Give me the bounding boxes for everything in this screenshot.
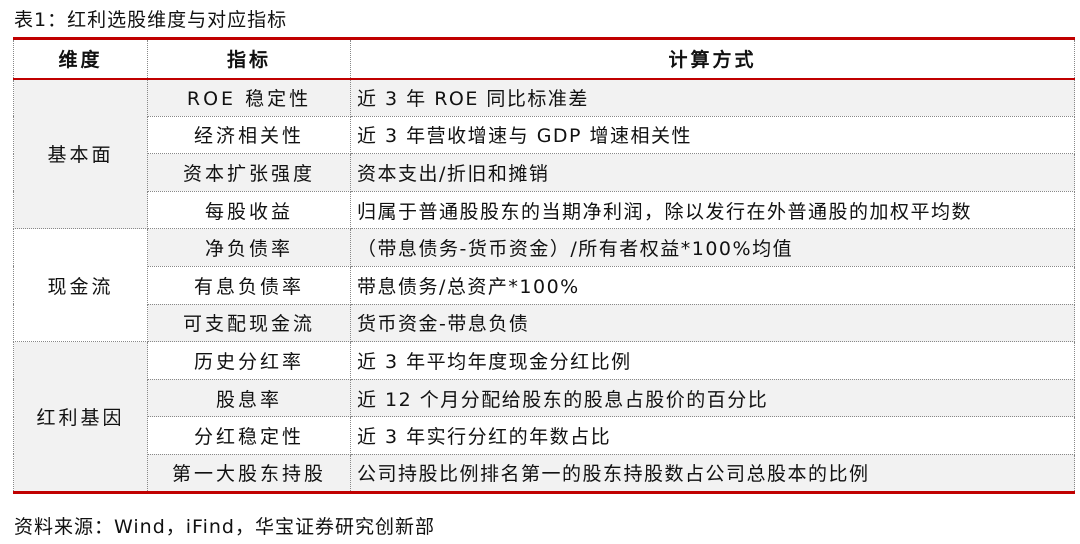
method-cell: 货币资金-带息负债 (350, 303, 1075, 343)
indicator-cell: 净负债率 (147, 228, 351, 267)
header-indicator: 指标 (147, 38, 351, 80)
indicator-cell: 资本扩张强度 (147, 153, 351, 192)
table-row: 股息率近 12 个月分配给股东的股息占股价的百分比 (14, 378, 1075, 418)
indicator-cell: 经济相关性 (147, 115, 351, 155)
header-method: 计算方式 (350, 38, 1075, 80)
method-cell: 带息债务/总资产*100% (350, 265, 1075, 305)
table-row: 现金流 净负债率 （带息债务-货币资金）/所有者权益*100%均值 (13, 228, 1075, 343)
dimension-cell: 现金流 (13, 228, 148, 343)
method-cell: 公司持股比例排名第一的股东持股数占公司总股本的比例 (350, 453, 1075, 493)
header-row: 维度 指标 计算方式 (13, 38, 1075, 80)
source-note: 资料来源：Wind，iFind，华宝证券研究创新部 (14, 516, 435, 538)
method-cell: 近 3 年 ROE 同比标准差 (350, 78, 1075, 117)
table-row: 分红稳定性近 3 年实行分红的年数占比 (14, 416, 1075, 455)
indicator-cell: 第一大股东持股 (147, 453, 351, 493)
method-cell: （带息债务-货币资金）/所有者权益*100%均值 (350, 228, 1075, 267)
indicator-cell: ROE 稳定性 (147, 78, 351, 117)
indicator-cell: 可支配现金流 (147, 303, 351, 343)
indicator-cell: 股息率 (147, 378, 351, 418)
dimension-cell: 红利基因 (13, 341, 148, 493)
table-row: 资本扩张强度 资本支出/折旧和摊销 (14, 153, 1075, 192)
table-row: 每股收益 归属于普通股股东的当期净利润，除以发行在外普通股的加权平均数 (14, 190, 1075, 230)
table-row: 经济相关性近 3 年营收增速与 GDP 增速相关性 (14, 115, 1075, 155)
table-row: 可支配现金流 货币资金-带息负债 (14, 303, 1075, 343)
indicator-cell: 每股收益 (147, 190, 351, 230)
indicator-cell: 有息负债率 (147, 265, 351, 305)
table-row: 红利基因 历史分红率近 3 年平均年度现金分红比例 (13, 341, 1075, 493)
indicator-cell: 分红稳定性 (147, 416, 351, 455)
method-cell: 近 3 年实行分红的年数占比 (350, 416, 1075, 455)
method-cell: 资本支出/折旧和摊销 (350, 153, 1075, 192)
indicator-cell: 历史分红率 (147, 341, 351, 380)
indicator-table: 维度 指标 计算方式 基本面 ROE 稳定性近 3 年 ROE 同比标准差 经济相关… (13, 37, 1075, 494)
header-dimension: 维度 (13, 38, 148, 80)
method-cell: 近 3 年营收增速与 GDP 增速相关性 (350, 115, 1075, 155)
method-cell: 归属于普通股股东的当期净利润，除以发行在外普通股的加权平均数 (350, 190, 1075, 230)
table-row: 有息负债率 带息债务/总资产*100% (14, 265, 1075, 305)
method-cell: 近 12 个月分配给股东的股息占股价的百分比 (350, 378, 1075, 418)
dimension-cell: 基本面 (13, 77, 148, 230)
table-caption: 表1：红利选股维度与对应指标 (14, 9, 288, 31)
table-row: 第一大股东持股 公司持股比例排名第一的股东持股数占公司总股本的比例 (14, 453, 1075, 493)
table-row: 基本面 ROE 稳定性近 3 年 ROE 同比标准差 (13, 77, 1075, 230)
method-cell: 近 3 年平均年度现金分红比例 (350, 341, 1075, 380)
